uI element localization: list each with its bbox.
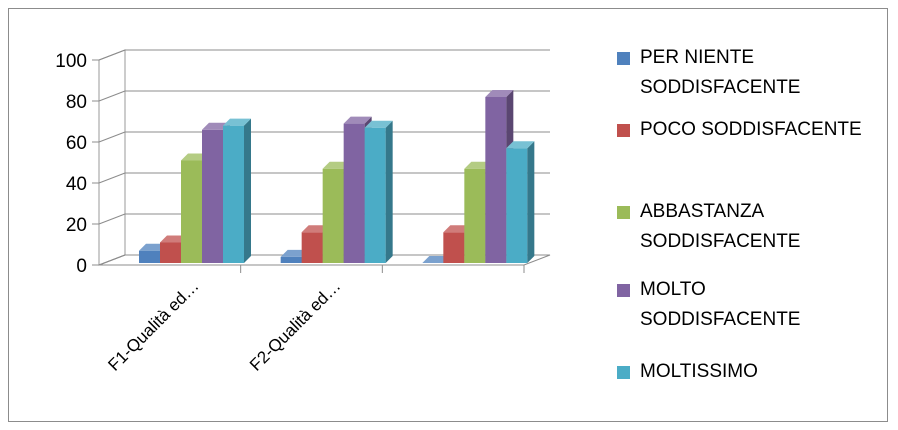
- bar-front: [364, 127, 386, 263]
- bar-front: [139, 250, 160, 263]
- gridline-diagonal: [98, 90, 126, 102]
- legend-swatch-abbastanza: [617, 206, 630, 219]
- y-tick-label: 80: [66, 92, 87, 113]
- y-tick-label: 100: [55, 51, 87, 72]
- legend-label-molto: MOLTO SODDISFACENTE: [640, 279, 801, 330]
- bar-front: [181, 160, 202, 263]
- gridline-diagonal: [98, 172, 126, 184]
- legend-label-poco: POCO SODDISFACENTE: [640, 119, 862, 140]
- bar-front: [301, 232, 323, 263]
- bar-front: [280, 256, 302, 263]
- y-tick-label: 0: [76, 256, 87, 277]
- bar-front: [506, 148, 528, 263]
- bar-front: [485, 96, 507, 263]
- bar-front: [160, 242, 181, 263]
- legend-swatch-per-niente: [617, 52, 630, 65]
- bar-front: [443, 232, 465, 263]
- y-tick-label: 60: [66, 133, 87, 154]
- side-wall: [98, 49, 126, 266]
- bar-side: [385, 120, 393, 263]
- bar-top: [485, 89, 514, 97]
- bar-top: [506, 141, 535, 149]
- bar-front: [464, 168, 486, 263]
- bar-front: [343, 123, 365, 263]
- y-tick-label: 20: [66, 215, 87, 236]
- bar-chart: 0 20 40 60 80 100 F1-Qualità ed… F2-Qualità ed…: [55, 49, 551, 375]
- gridline-diagonal: [98, 49, 126, 61]
- x-category-label: F2-Qualità ed…: [246, 276, 344, 374]
- chart-frame: 0 20 40 60 80 100 F1-Qualità ed… F2-Qualità ed……: [8, 8, 888, 422]
- x-category-label: F1-Qualità ed…: [104, 276, 202, 374]
- legend-label-per-niente: PER NIENTE SODDISFACENTE: [640, 47, 801, 98]
- legend-swatch-molto: [617, 284, 630, 297]
- bar-front: [202, 129, 223, 263]
- bar-front: [322, 168, 344, 263]
- bar-top: [223, 118, 251, 126]
- bar-top: [364, 120, 393, 128]
- bar-side: [244, 118, 251, 264]
- y-tick-label: 40: [66, 174, 87, 195]
- gridline-diagonal: [98, 213, 126, 225]
- bar-side: [527, 141, 535, 263]
- legend-swatch-poco: [617, 124, 630, 137]
- legend-label-moltissimo: MOLTISSIMO: [640, 361, 758, 382]
- bar-top: [343, 116, 372, 124]
- legend-label-abbastanza: ABBASTANZA SODDISFACENTE: [640, 201, 801, 252]
- legend-swatch-moltissimo: [617, 366, 630, 379]
- bar-front: [223, 125, 244, 264]
- gridline-diagonal: [98, 131, 126, 143]
